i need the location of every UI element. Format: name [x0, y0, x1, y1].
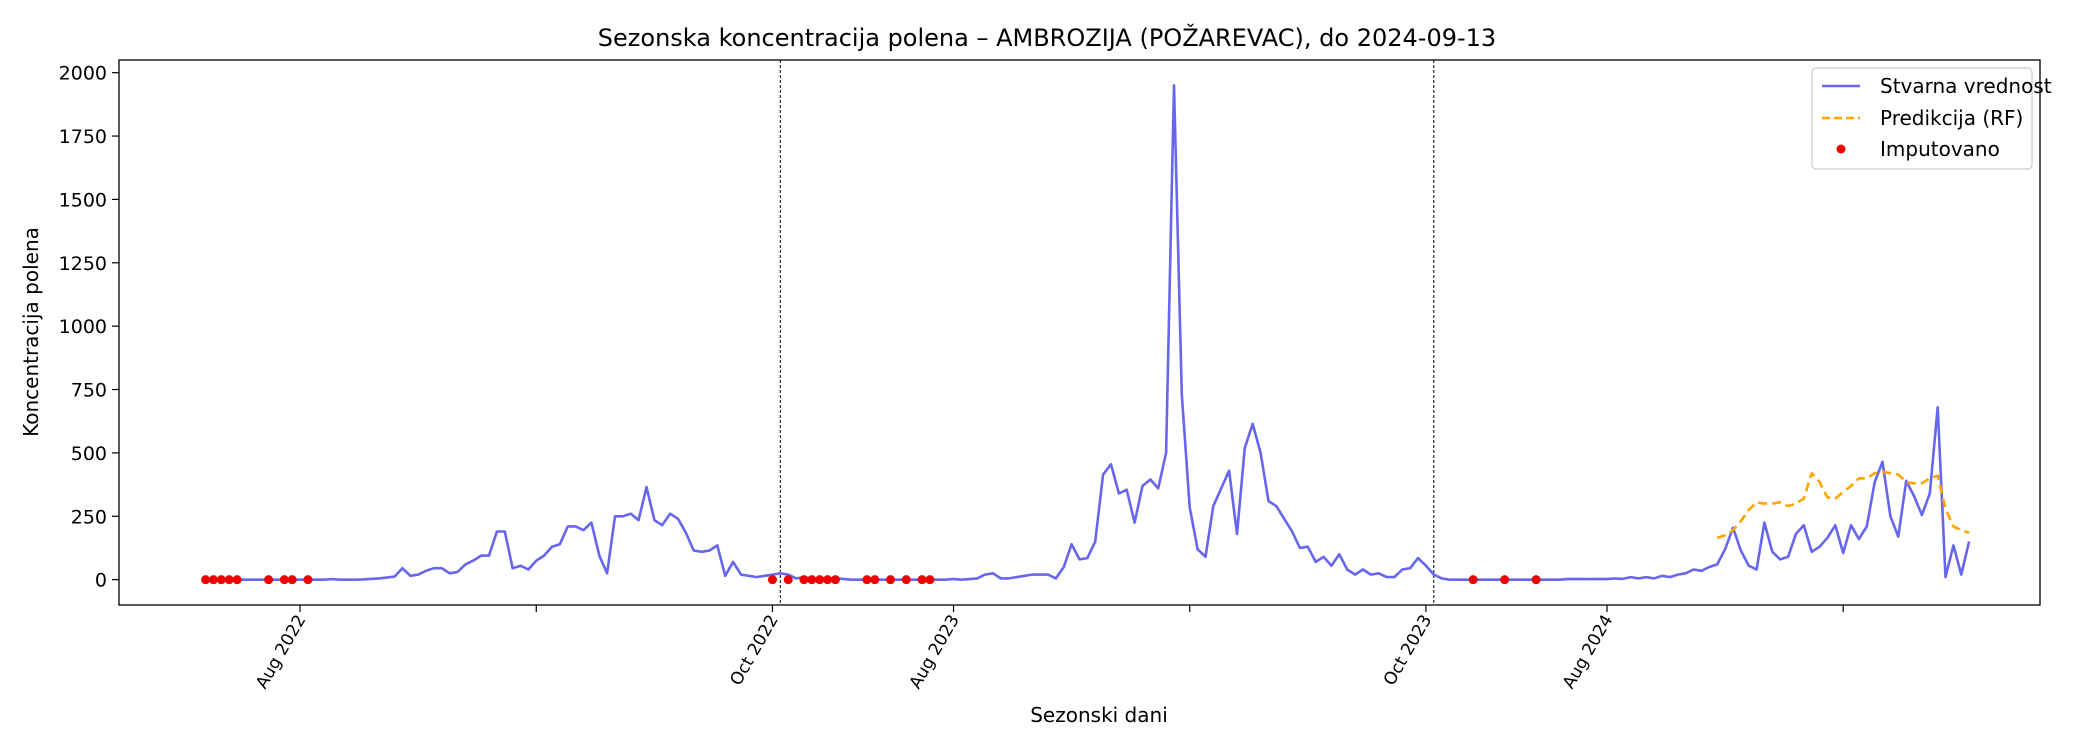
imputed-point: [823, 575, 833, 585]
imputed-point: [232, 575, 242, 585]
imputed-point: [279, 575, 289, 585]
imputed-point: [303, 575, 313, 585]
legend-label-actual: Stvarna vrednost: [1880, 74, 2052, 98]
legend-label-imputed: Imputovano: [1880, 137, 2000, 161]
imputed-point: [807, 575, 817, 585]
legend-swatch-imputed: [1836, 144, 1846, 154]
y-tick-label: 1000: [59, 316, 107, 338]
y-tick-label: 750: [71, 380, 107, 402]
imputed-point: [287, 575, 297, 585]
plot-frame: [118, 59, 2041, 606]
imputed-point: [886, 575, 896, 585]
imputed-point: [208, 575, 218, 585]
imputed-point: [925, 575, 935, 585]
imputed-point: [767, 575, 777, 585]
imputed-point: [917, 575, 927, 585]
imputed-point: [1500, 575, 1510, 585]
imputed-point: [870, 575, 880, 585]
imputed-point: [815, 575, 825, 585]
imputed-point: [224, 575, 234, 585]
imputed-point: [216, 575, 226, 585]
imputed-point: [799, 575, 809, 585]
y-tick-label: 0: [95, 570, 107, 592]
chart-title: Sezonska koncentracija polena – AMBROZIJ…: [598, 23, 1496, 52]
y-tick-label: 1500: [59, 189, 107, 211]
imputed-point: [1468, 575, 1478, 585]
legend-box: [1811, 67, 2033, 170]
actual-value-line: [205, 84, 1971, 582]
imputed-point: [830, 575, 840, 585]
y-tick-label: 250: [71, 506, 107, 528]
y-tick-label: 1250: [59, 253, 107, 275]
y-tick-label: 1750: [59, 126, 107, 148]
legend-label-prediction: Predikcija (RF): [1880, 106, 2023, 130]
prediction-line: [1716, 470, 1970, 540]
y-tick-label: 500: [71, 443, 107, 465]
imputed-point: [862, 575, 872, 585]
imputed-point: [1531, 575, 1541, 585]
imputed-point: [783, 575, 793, 585]
imputed-point: [201, 575, 211, 585]
x-axis-label: Sezonski dani: [1030, 703, 1168, 727]
imputed-point: [264, 575, 274, 585]
legend: Stvarna vrednost Predikcija (RF) Imputov…: [1811, 67, 2052, 170]
imputed-point: [901, 575, 911, 585]
y-axis-label: Koncentracija polena: [19, 227, 43, 437]
y-tick-label: 2000: [59, 63, 107, 85]
